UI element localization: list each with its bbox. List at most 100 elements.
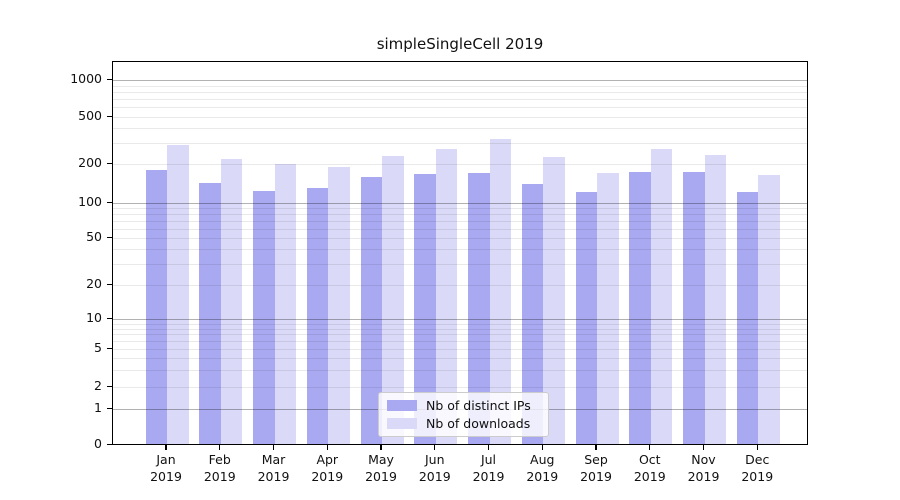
bar-downloads-jan bbox=[167, 144, 189, 444]
x-tick-mark bbox=[595, 445, 597, 450]
bar-distinct-ips-feb bbox=[199, 182, 221, 444]
gridline-8 bbox=[113, 328, 807, 330]
gridline-500 bbox=[113, 117, 807, 118]
gridline-5 bbox=[113, 349, 807, 350]
legend-swatch-downloads bbox=[387, 417, 417, 429]
y-tick-mark bbox=[107, 115, 112, 117]
legend-swatch-distinct-ips bbox=[387, 400, 417, 412]
bar-distinct-ips-sep bbox=[575, 192, 597, 444]
plot-area: Nb of distinct IPs Nb of downloads bbox=[112, 61, 808, 445]
y-tick-label: 100 bbox=[78, 194, 102, 209]
bar-downloads-feb bbox=[220, 159, 243, 444]
legend-row-downloads: Nb of downloads bbox=[387, 416, 540, 431]
gridline-800 bbox=[113, 91, 807, 93]
legend: Nb of distinct IPs Nb of downloads bbox=[378, 392, 549, 437]
x-tick-label-may: May 2019 bbox=[365, 452, 397, 484]
legend-label-downloads: Nb of downloads bbox=[426, 415, 531, 431]
bar-downloads-aug bbox=[543, 156, 565, 444]
legend-row-distinct-ips: Nb of distinct IPs bbox=[387, 398, 540, 413]
x-tick-label-jul: Jul 2019 bbox=[472, 452, 505, 484]
y-tick-mark bbox=[107, 201, 112, 203]
x-tick-mark bbox=[326, 445, 328, 450]
gridline-10 bbox=[113, 319, 807, 320]
y-tick-label: 50 bbox=[86, 229, 102, 244]
y-tick-label: 0 bbox=[94, 436, 102, 451]
bar-downloads-may bbox=[382, 155, 404, 444]
x-tick-mark bbox=[272, 445, 275, 450]
x-tick-mark bbox=[219, 445, 221, 450]
x-tick-mark bbox=[380, 445, 382, 450]
x-tick-label-aug: Aug 2019 bbox=[526, 452, 559, 484]
x-tick-mark bbox=[649, 445, 651, 450]
gridline-1000 bbox=[113, 80, 807, 81]
y-tick-label: 20 bbox=[86, 276, 102, 291]
y-tick-mark bbox=[107, 283, 112, 285]
x-tick-mark bbox=[165, 445, 167, 450]
bar-distinct-ips-may bbox=[360, 176, 382, 444]
x-tick-label-jun: Jun 2019 bbox=[418, 452, 451, 484]
bars-layer bbox=[113, 62, 807, 444]
y-tick-mark bbox=[107, 443, 112, 445]
y-tick-mark bbox=[107, 78, 112, 80]
x-tick-label-sep: Sep 2019 bbox=[580, 452, 612, 484]
bar-distinct-ips-jun bbox=[414, 174, 436, 444]
chart-title: simpleSingleCell 2019 bbox=[376, 35, 544, 53]
gridline-100 bbox=[113, 203, 807, 204]
gridline-9 bbox=[113, 323, 807, 325]
gridline-30 bbox=[113, 264, 807, 266]
gridline-70 bbox=[113, 221, 807, 222]
gridline-300 bbox=[113, 143, 807, 145]
y-tick-mark bbox=[107, 407, 112, 409]
gridline-3 bbox=[113, 370, 807, 372]
x-tick-mark bbox=[756, 445, 758, 450]
y-tick-label: 2 bbox=[94, 378, 102, 393]
bar-downloads-mar bbox=[274, 164, 296, 444]
bar-downloads-jun bbox=[435, 149, 458, 444]
y-tick-label: 10 bbox=[86, 310, 102, 325]
bar-distinct-ips-mar bbox=[253, 190, 275, 444]
gridline-2 bbox=[113, 387, 807, 388]
x-tick-label-dec: Dec 2019 bbox=[741, 452, 774, 484]
bar-downloads-oct bbox=[650, 149, 673, 444]
bar-distinct-ips-oct bbox=[629, 171, 651, 444]
x-tick-mark bbox=[541, 445, 543, 450]
y-tick-mark bbox=[107, 162, 112, 164]
x-tick-mark bbox=[434, 445, 436, 450]
y-tick-mark bbox=[107, 385, 112, 387]
x-tick-label-apr: Apr 2019 bbox=[311, 452, 344, 484]
bar-downloads-apr bbox=[328, 167, 350, 444]
y-tick-label: 5 bbox=[94, 340, 102, 355]
gridline-600 bbox=[113, 107, 807, 109]
x-tick-mark bbox=[487, 445, 490, 450]
x-tick-label-nov: Nov 2019 bbox=[687, 452, 720, 484]
bar-downloads-sep bbox=[597, 172, 619, 444]
gridline-50 bbox=[113, 238, 807, 239]
gridline-6 bbox=[113, 341, 807, 343]
bar-distinct-ips-apr bbox=[306, 187, 329, 444]
x-tick-label-feb: Feb 2019 bbox=[203, 452, 236, 484]
bar-downloads-jul bbox=[489, 139, 511, 444]
gridline-90 bbox=[113, 208, 807, 210]
gridline-4 bbox=[113, 358, 807, 360]
bar-distinct-ips-nov bbox=[683, 171, 705, 444]
gridline-700 bbox=[113, 99, 807, 101]
gridline-40 bbox=[113, 249, 807, 251]
y-tick-mark bbox=[107, 347, 112, 349]
gridline-60 bbox=[113, 228, 807, 230]
gridline-400 bbox=[113, 128, 807, 130]
bar-downloads-dec bbox=[758, 174, 780, 444]
x-tick-label-jan: Jan 2019 bbox=[150, 452, 182, 484]
gridline-80 bbox=[113, 214, 807, 216]
y-tick-label: 1000 bbox=[70, 71, 102, 86]
bar-distinct-ips-jul bbox=[468, 173, 490, 444]
bar-distinct-ips-jan bbox=[145, 169, 167, 444]
gridline-900 bbox=[113, 85, 807, 87]
y-tick-mark bbox=[107, 236, 112, 238]
x-tick-label-oct: Oct 2019 bbox=[633, 452, 666, 484]
bar-downloads-nov bbox=[704, 155, 726, 444]
x-tick-mark bbox=[702, 445, 705, 450]
bar-distinct-ips-dec bbox=[736, 192, 759, 444]
grid-layer bbox=[113, 62, 807, 444]
gridline-200 bbox=[113, 164, 807, 165]
